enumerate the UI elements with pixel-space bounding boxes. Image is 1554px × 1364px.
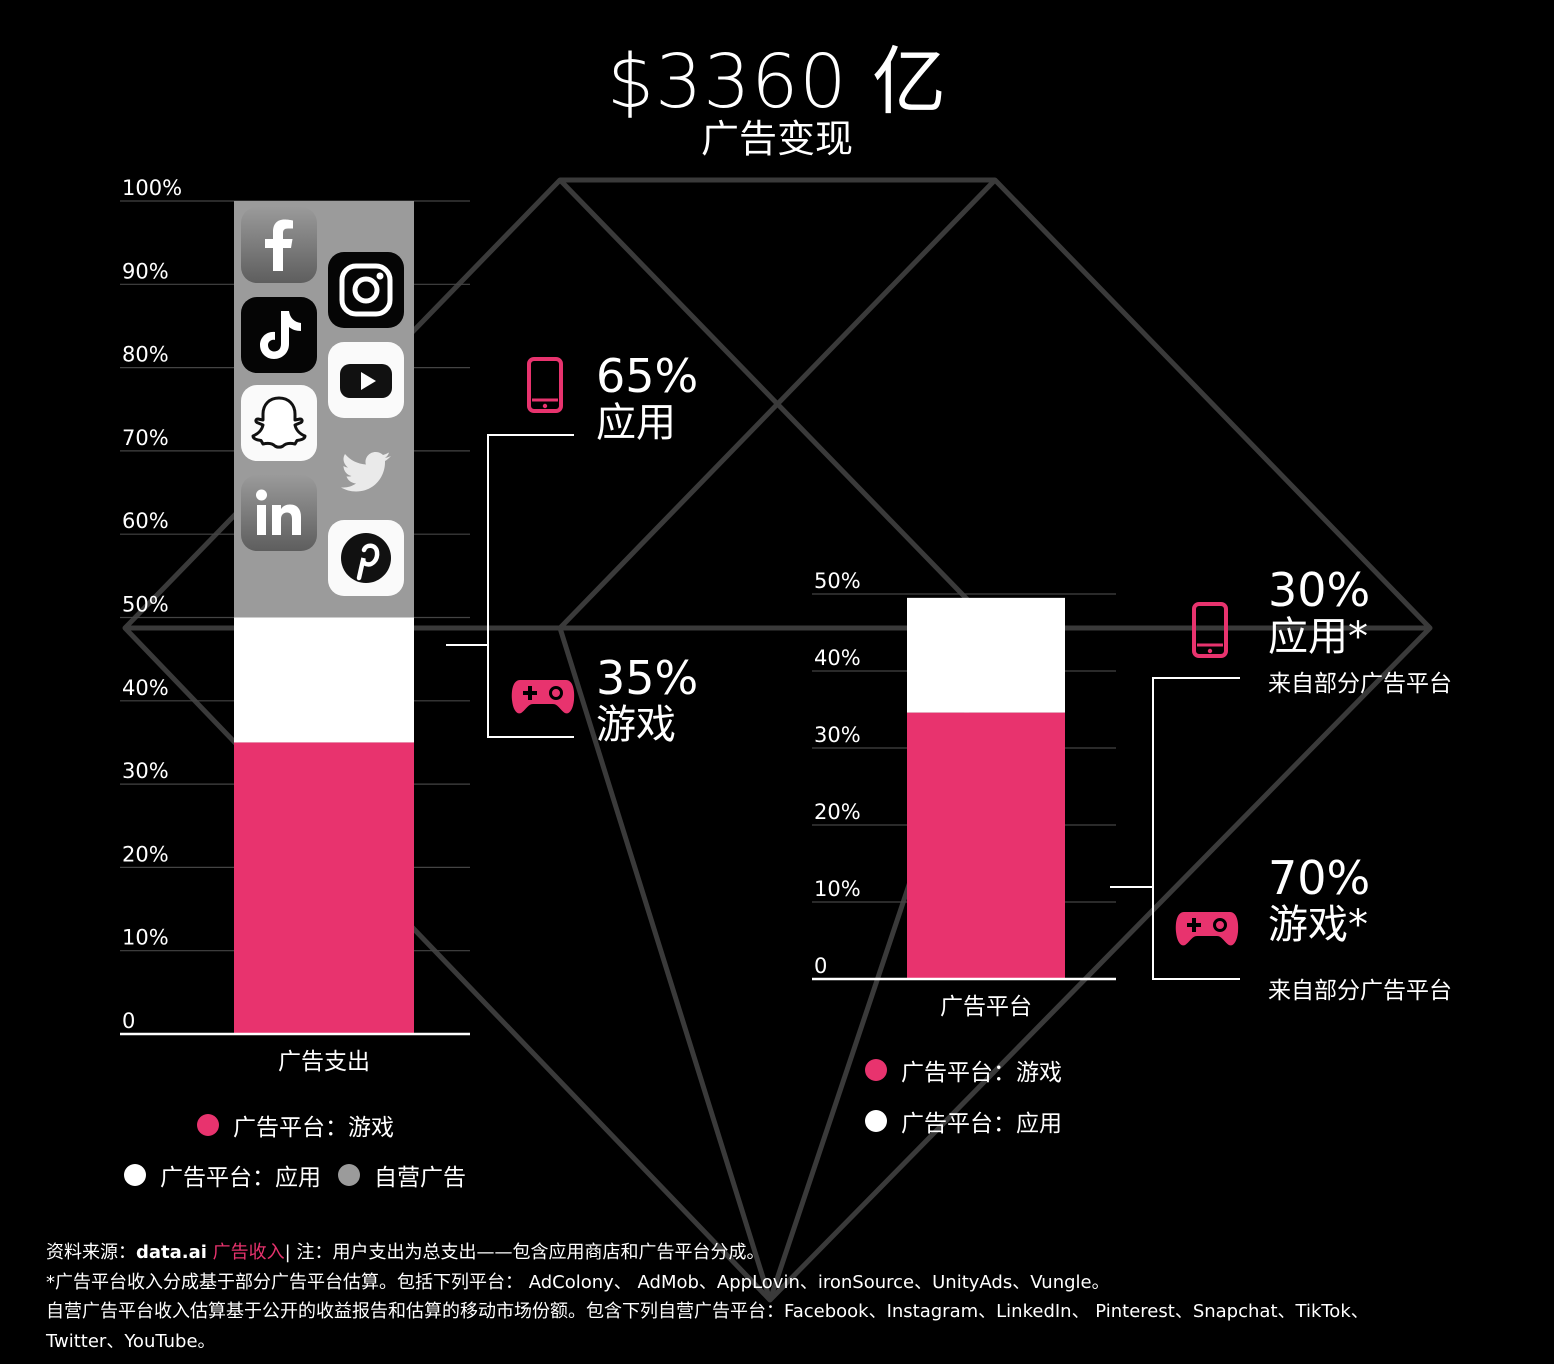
phone-icon bbox=[526, 356, 564, 414]
right-app-pct: 30% bbox=[1268, 563, 1371, 617]
title-amount: $3360 亿 bbox=[607, 39, 947, 125]
y-tick-label: 50% bbox=[122, 593, 169, 617]
right-category-label: 广告平台 bbox=[940, 994, 1032, 1020]
legend-swatch bbox=[865, 1110, 887, 1132]
y-tick-label: 30% bbox=[122, 759, 169, 783]
left-game-pct: 35% bbox=[596, 651, 699, 705]
footer-source: data.ai bbox=[136, 1242, 207, 1263]
snapchat-icon bbox=[241, 385, 317, 461]
right-app-note: 来自部分广告平台 bbox=[1268, 671, 1452, 697]
legend-swatch bbox=[124, 1164, 146, 1186]
legend-label: 广告平台：游戏 bbox=[901, 1060, 1062, 1086]
left-app-pct: 65% bbox=[596, 349, 699, 403]
footer-line-1: 资料来源：data.ai 广告收入| 注：用户支出为总支出——包含应用商店和广告… bbox=[46, 1238, 1526, 1268]
diamond-facet-2 bbox=[558, 178, 997, 630]
legend-item-app: 广告平台：应用 bbox=[124, 1158, 321, 1192]
twitter-icon bbox=[328, 432, 404, 508]
bar-segment bbox=[234, 742, 414, 1034]
y-tick-label: 70% bbox=[122, 426, 169, 450]
legend-item-owned: 自营广告 bbox=[338, 1158, 466, 1192]
y-tick-label: 90% bbox=[122, 259, 169, 283]
right-app-label: 应用* bbox=[1268, 614, 1368, 660]
bar-segment bbox=[907, 712, 1065, 979]
left-app-label: 应用 bbox=[596, 400, 676, 446]
y-tick-label: 80% bbox=[122, 343, 169, 367]
right-game-label: 游戏* bbox=[1268, 902, 1368, 948]
y-tick-label: 40% bbox=[814, 646, 861, 670]
gamepad-icon bbox=[510, 674, 576, 718]
left-game-label: 游戏 bbox=[596, 702, 676, 748]
footer-source-prefix: 资料来源： bbox=[46, 1242, 136, 1263]
tiktok-icon bbox=[241, 297, 317, 373]
bar-segment bbox=[907, 597, 1065, 713]
y-tick-label: 0 bbox=[122, 1009, 135, 1033]
y-tick-label: 50% bbox=[814, 569, 861, 593]
legend-label: 自营广告 bbox=[374, 1165, 466, 1191]
y-tick-label: 40% bbox=[122, 676, 169, 700]
y-tick-label: 10% bbox=[814, 877, 861, 901]
footer-line-3: 自营广告平台收入估算基于公开的收益报告和估算的移动市场份额。包含下列自营广告平台… bbox=[46, 1301, 1369, 1322]
footer-notes: 资料来源：data.ai 广告收入| 注：用户支出为总支出——包含应用商店和广告… bbox=[46, 1238, 1526, 1356]
y-tick-label: 60% bbox=[122, 509, 169, 533]
diamond-facet-3 bbox=[557, 627, 773, 1301]
youtube-icon bbox=[328, 342, 404, 418]
gamepad-icon bbox=[1174, 906, 1240, 950]
y-tick-label: 20% bbox=[122, 842, 169, 866]
instagram-icon bbox=[328, 252, 404, 328]
facebook-icon bbox=[241, 207, 317, 283]
y-tick-label: 30% bbox=[814, 723, 861, 747]
bar-segment bbox=[234, 617, 414, 743]
y-tick-label: 100% bbox=[122, 176, 182, 200]
phone-icon bbox=[1191, 601, 1229, 659]
linkedin-icon bbox=[241, 475, 317, 551]
legend-label: 广告平台：游戏 bbox=[233, 1115, 394, 1141]
right-game-note: 来自部分广告平台 bbox=[1268, 978, 1452, 1004]
diamond-outline bbox=[122, 177, 1433, 1303]
title-subtitle: 广告变现 bbox=[700, 117, 853, 161]
legend-label: 广告平台：应用 bbox=[901, 1111, 1062, 1137]
legend-label: 广告平台：应用 bbox=[160, 1165, 321, 1191]
legend-item-app: 广告平台：应用 bbox=[865, 1104, 1062, 1138]
footer-line-2: *广告平台收入分成基于部分广告平台估算。包括下列平台： AdColony、 Ad… bbox=[46, 1271, 1110, 1293]
y-tick-label: 10% bbox=[122, 926, 169, 950]
right-connector bbox=[1110, 677, 1240, 980]
footer-source-link[interactable]: 广告收入 bbox=[212, 1242, 285, 1263]
footer-note: | 注：用户支出为总支出——包含应用商店和广告平台分成。 bbox=[284, 1242, 765, 1263]
legend-item-game: 广告平台：游戏 bbox=[197, 1108, 394, 1142]
left-connector bbox=[446, 434, 574, 738]
y-tick-label: 20% bbox=[814, 800, 861, 824]
legend-swatch bbox=[197, 1114, 219, 1136]
footer-line-4: Twitter、YouTube。 bbox=[46, 1330, 216, 1352]
pinterest-icon bbox=[328, 520, 404, 596]
legend-item-game: 广告平台：游戏 bbox=[865, 1053, 1062, 1087]
left-category-label: 广告支出 bbox=[278, 1049, 370, 1075]
legend-swatch bbox=[338, 1164, 360, 1186]
right-game-pct: 70% bbox=[1268, 851, 1371, 905]
legend-swatch bbox=[865, 1059, 887, 1081]
y-tick-label: 0 bbox=[814, 954, 827, 978]
